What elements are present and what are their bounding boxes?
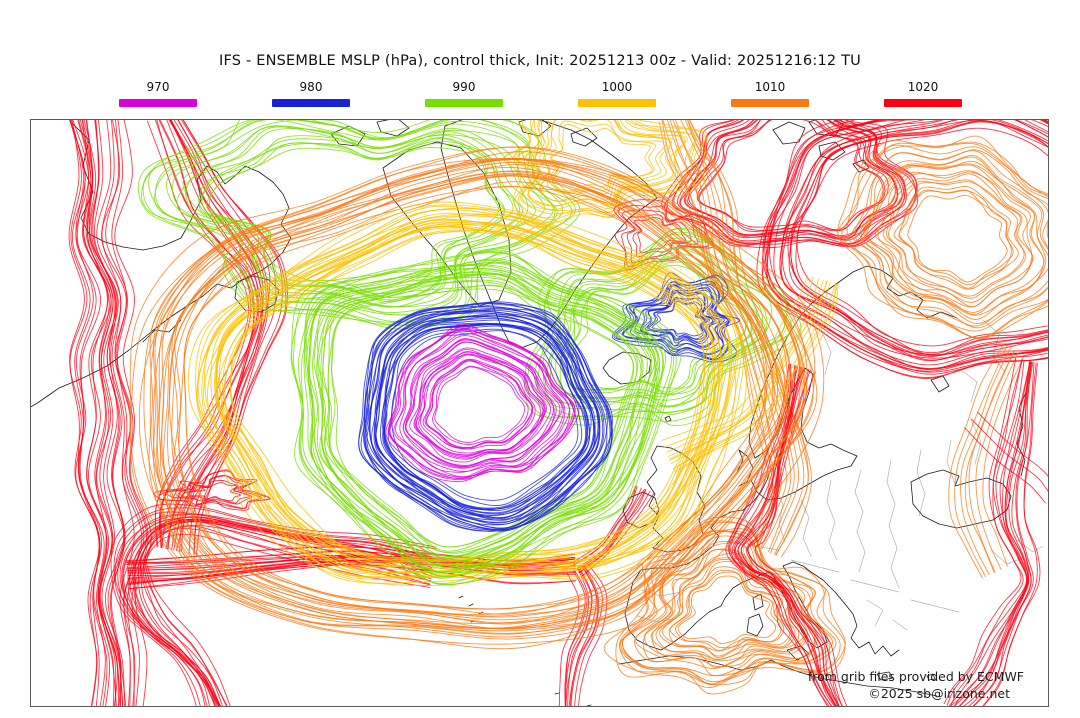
legend-item: 1010: [731, 80, 809, 107]
map-area: from grib files provided by ECMWF ©2025 …: [30, 119, 1049, 707]
legend-item: 1000: [578, 80, 656, 107]
legend-swatch: [425, 99, 503, 107]
legend-item: 970: [119, 80, 197, 107]
legend-label: 990: [452, 80, 476, 94]
legend-item: 980: [272, 80, 350, 107]
legend-swatch: [119, 99, 197, 107]
spaghetti-map-canvas: [31, 120, 1048, 706]
legend-label: 970: [146, 80, 170, 94]
legend-label: 1010: [754, 80, 786, 94]
legend-label: 980: [299, 80, 323, 94]
legend-swatch: [884, 99, 962, 107]
attribution-copyright: ©2025 sb@irizone.net: [868, 686, 1010, 701]
legend-swatch: [731, 99, 809, 107]
legend-item: 1020: [884, 80, 962, 107]
legend-label: 1000: [601, 80, 633, 94]
legend-swatch: [578, 99, 656, 107]
legend-item: 990: [425, 80, 503, 107]
legend-label: 1020: [907, 80, 939, 94]
attribution-ecmwf: from grib files provided by ECMWF: [807, 669, 1024, 684]
chart-title: IFS - ENSEMBLE MSLP (hPa), control thick…: [219, 53, 861, 69]
country-borders-layer: [636, 319, 1044, 631]
pressure-legend: 970 980 990 1000 1010 1020: [0, 0, 1080, 119]
legend-swatch: [272, 99, 350, 107]
spaghetti-contours-layer: [68, 120, 1048, 706]
